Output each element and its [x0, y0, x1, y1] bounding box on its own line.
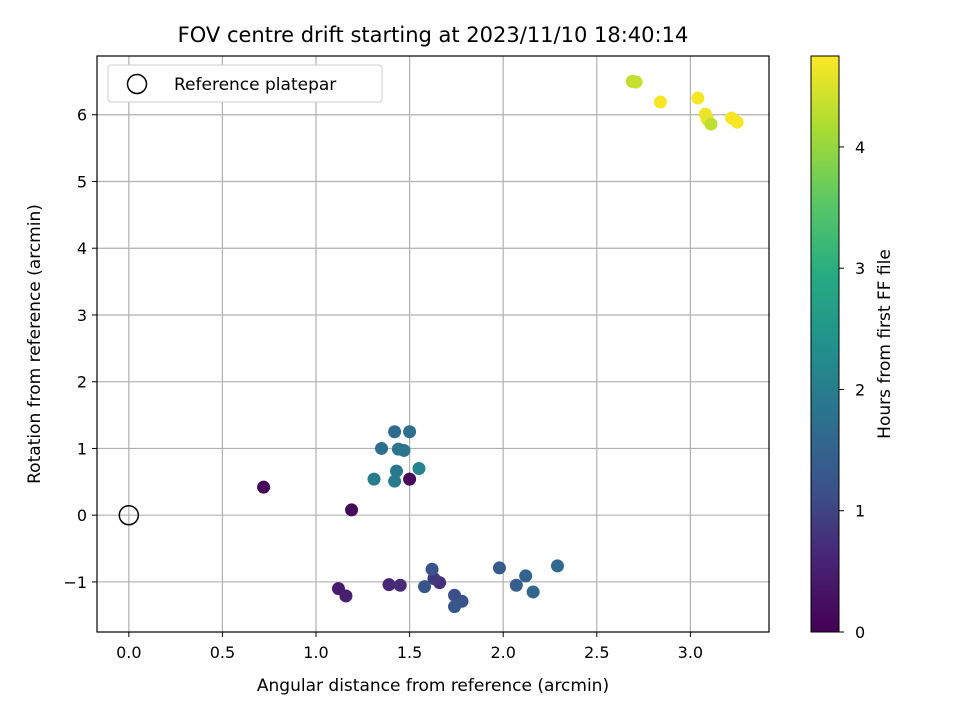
legend-marker-reference — [126, 73, 148, 95]
data-point — [397, 443, 411, 457]
data-point — [519, 569, 533, 583]
x-tick-label: 2.0 — [490, 643, 515, 662]
data-point — [425, 562, 439, 576]
data-point — [653, 95, 667, 109]
x-tick-label: 1.0 — [303, 643, 328, 662]
colorbar-tick-label: 4 — [855, 138, 865, 157]
data-point — [691, 91, 705, 105]
legend-label-reference: Reference platepar — [174, 75, 336, 95]
data-point — [388, 425, 402, 439]
data-point — [448, 600, 462, 614]
colorbar-tick-label: 2 — [855, 380, 865, 399]
x-ticks: 0.0 0.5 1.0 1.5 2.0 2.5 3.0 — [116, 632, 703, 662]
legend-box — [107, 64, 383, 103]
x-axis-label: Angular distance from reference (arcmin) — [257, 676, 609, 696]
reference-platepar-marker — [118, 504, 140, 526]
data-point — [403, 425, 417, 439]
data-point — [418, 580, 432, 594]
y-tick-label: 1 — [77, 439, 87, 458]
x-tick-label: 0.0 — [116, 643, 141, 662]
data-point — [339, 589, 353, 603]
data-point — [403, 472, 417, 486]
data-point — [526, 585, 540, 599]
data-point — [704, 117, 718, 131]
y-tick-label: 6 — [77, 106, 87, 125]
data-point — [382, 578, 396, 592]
data-point — [367, 472, 381, 486]
colorbar-label: Hours from first FF file — [875, 249, 895, 439]
y-tick-label: 0 — [77, 506, 87, 525]
y-tick-label: 3 — [77, 306, 87, 325]
x-tick-label: 3.0 — [678, 643, 703, 662]
data-point — [730, 115, 744, 129]
y-tick-label: 2 — [77, 373, 87, 392]
y-tick-label: −1 — [63, 573, 87, 592]
y-axis-label: Rotation from reference (arcmin) — [25, 204, 45, 484]
y-tick-label: 4 — [77, 239, 87, 258]
data-point — [412, 461, 426, 475]
y-tick-label: 5 — [77, 172, 87, 191]
data-point — [492, 561, 506, 575]
grid-layer — [97, 56, 769, 632]
data-point — [345, 503, 359, 517]
chart-title: FOV centre drift starting at 2023/11/10 … — [178, 23, 689, 47]
plot-frame — [96, 55, 770, 633]
data-point — [509, 578, 523, 592]
legend: Reference platepar — [107, 64, 383, 103]
data-point — [375, 441, 389, 455]
x-tick-label: 1.5 — [397, 643, 422, 662]
data-point — [629, 75, 643, 89]
points-layer — [118, 74, 744, 614]
data-point — [257, 480, 271, 494]
data-point — [393, 578, 407, 592]
colorbar: 0 1 2 3 4 Hours from first FF file — [810, 55, 895, 642]
colorbar-tick-label: 1 — [855, 502, 865, 521]
x-tick-label: 0.5 — [210, 643, 235, 662]
colorbar-gradient — [810, 55, 840, 633]
colorbar-tick-label: 3 — [855, 259, 865, 278]
y-ticks: −1 0 1 2 3 4 5 6 — [63, 106, 97, 592]
x-tick-label: 2.5 — [584, 643, 609, 662]
colorbar-ticks: 0 1 2 3 4 — [839, 138, 865, 642]
data-point — [389, 464, 403, 478]
data-point — [550, 559, 564, 573]
colorbar-tick-label: 0 — [855, 623, 865, 642]
data-point — [388, 474, 402, 488]
